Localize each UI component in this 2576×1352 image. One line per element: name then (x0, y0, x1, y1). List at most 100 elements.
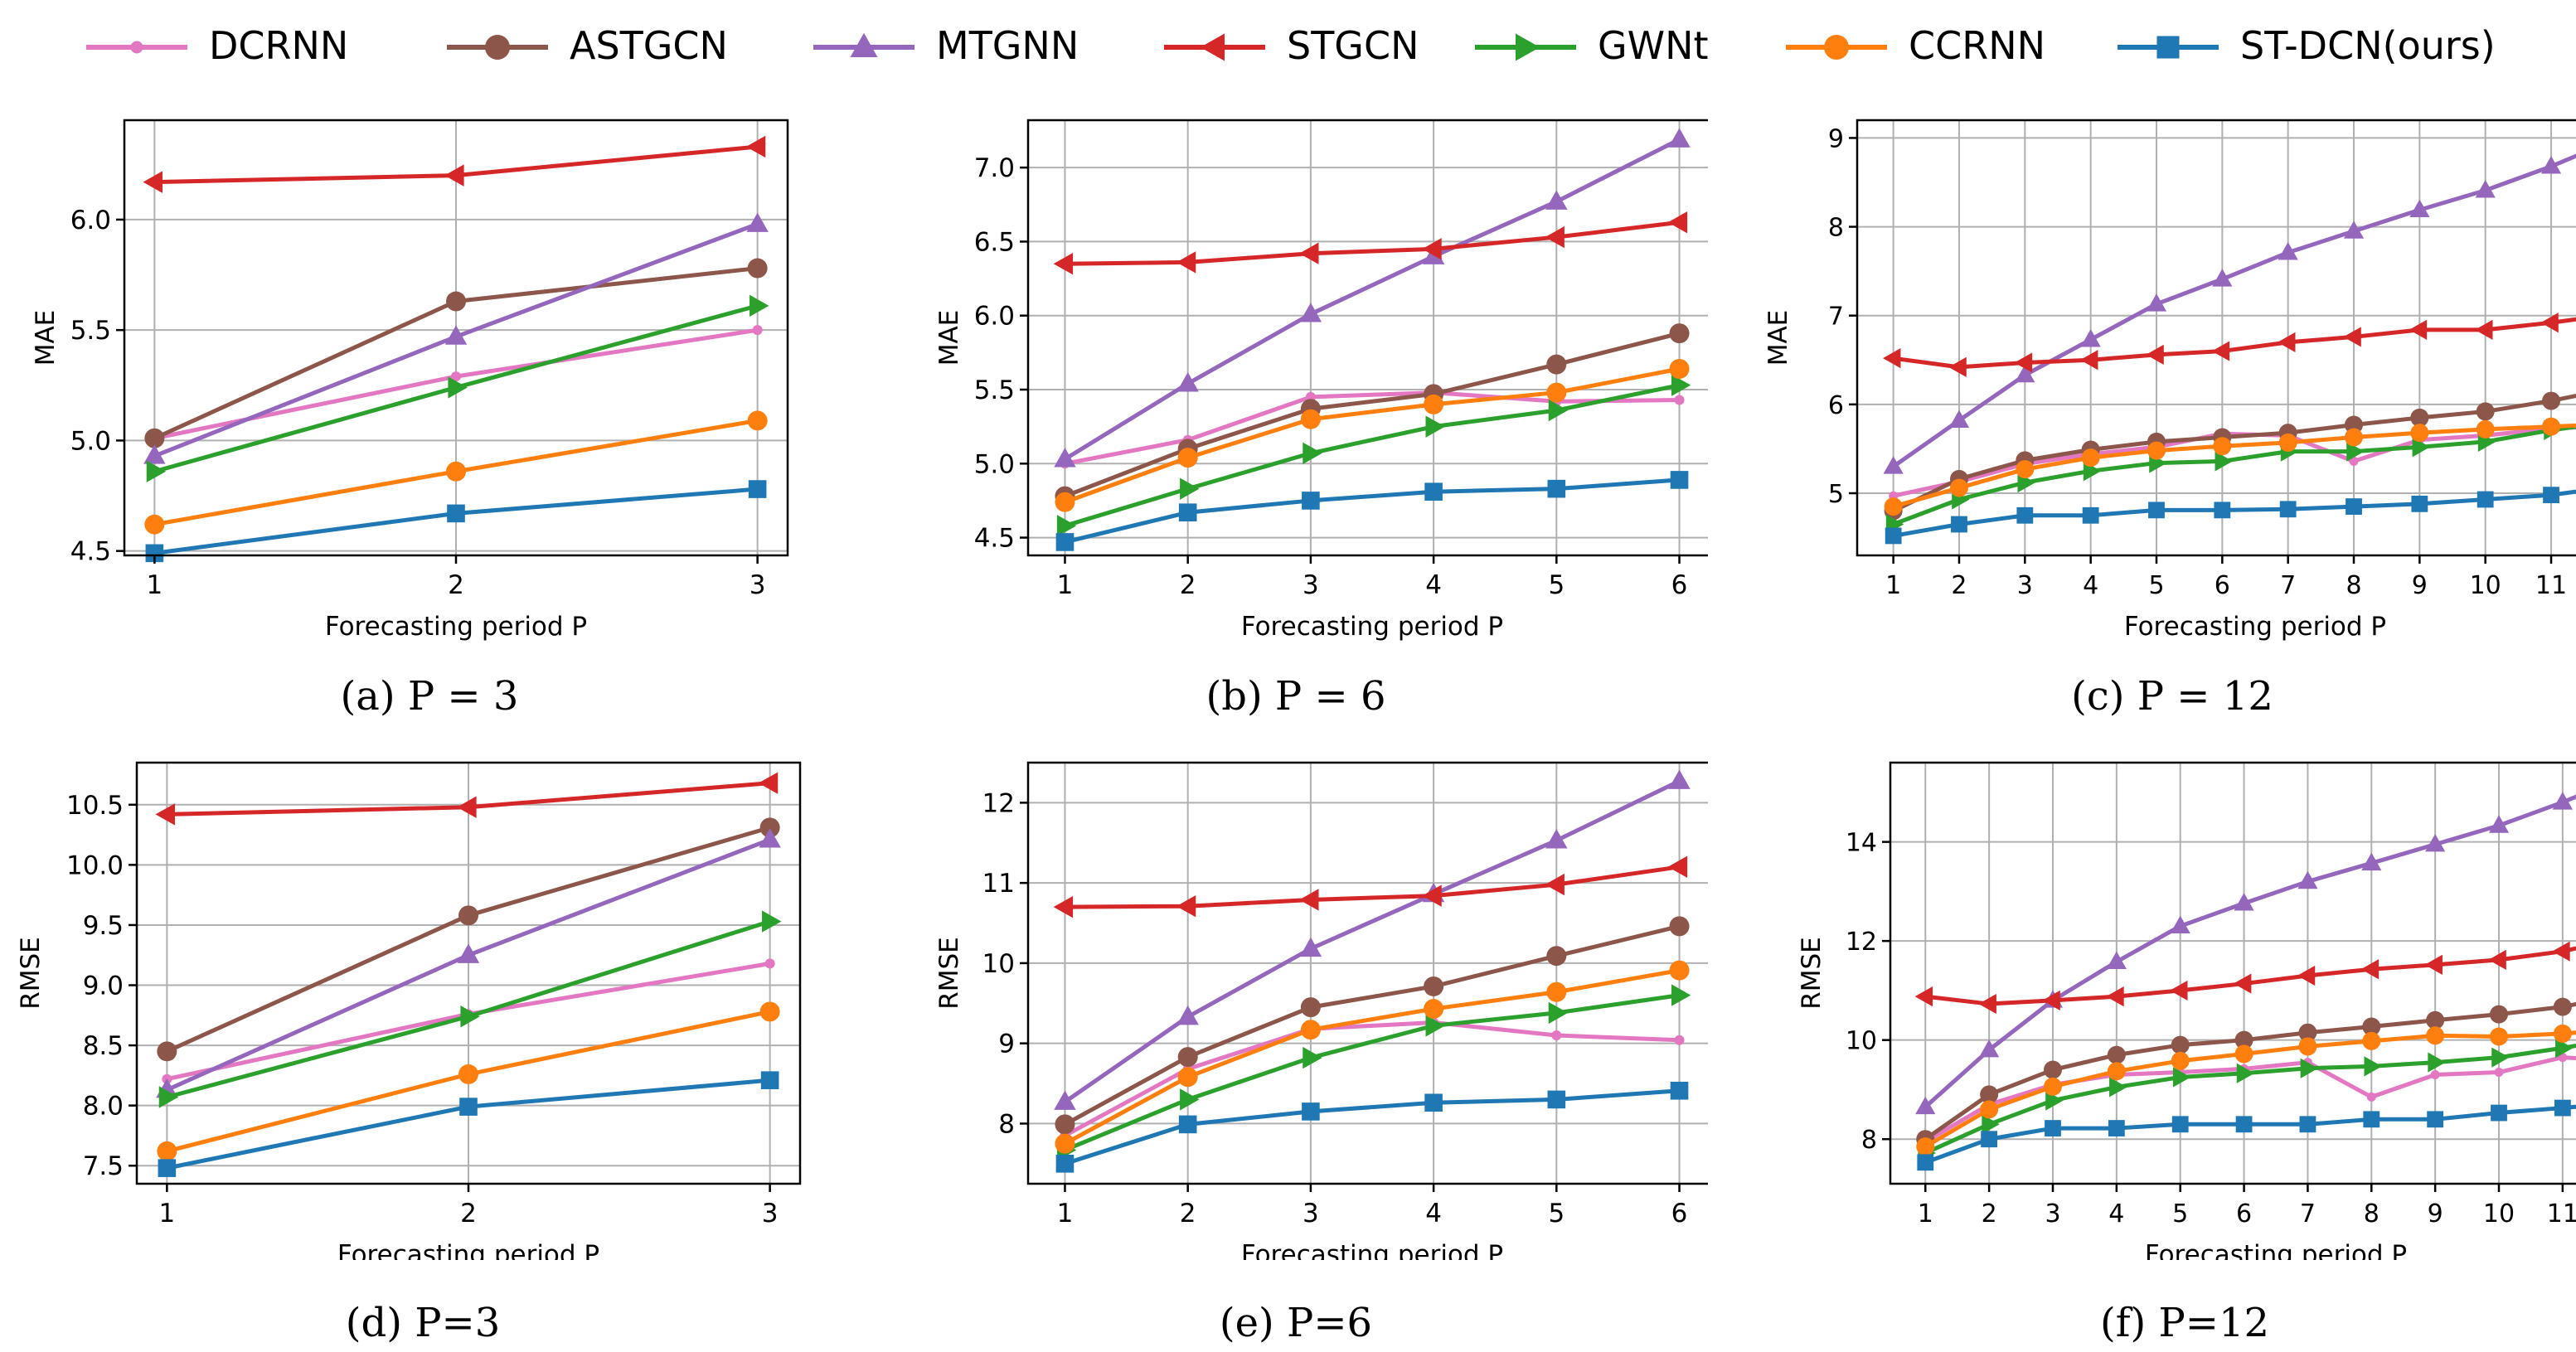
x-tick-label: 10 (2483, 1199, 2515, 1228)
point-astgcn (2362, 1017, 2381, 1036)
series-mtgnn (1915, 792, 2576, 1115)
point-st-dcn-ours (2082, 506, 2099, 524)
series-stgcn (155, 772, 779, 826)
x-tick-label: 2 (1982, 1199, 1997, 1228)
point-stgcn (2540, 313, 2559, 333)
point-gwnt (448, 376, 468, 399)
series-gwnt (1056, 984, 1691, 1161)
point-gwnt (460, 1006, 480, 1028)
legend-marker-mtgnn (850, 32, 878, 57)
line-ccrnn (1064, 366, 1681, 505)
point-stgcn (2106, 986, 2124, 1007)
point-gwnt (2491, 1047, 2510, 1068)
point-st-dcn-ours (459, 1098, 478, 1116)
point-ccrnn (2171, 1051, 2190, 1070)
point-ccrnn (1177, 448, 1198, 468)
line-mtgnn (1924, 794, 2576, 1109)
point-gwnt (762, 910, 782, 933)
point-st-dcn-ours (145, 544, 164, 563)
chart-a-mae-p3: 1 2 3 4.5 5.0 5.5 6.0 Forecasting period P MAE (31, 119, 789, 642)
line-st-dcn-ours (1924, 1104, 2576, 1165)
x-tick-label: 4 (2083, 571, 2098, 600)
legend-marker-st-dcn-ours (2156, 36, 2180, 59)
point-ccrnn (157, 1141, 177, 1161)
x-tick-label: 8 (2364, 1199, 2380, 1228)
point-st-dcn-ours (1424, 482, 1443, 502)
point-stgcn (2424, 954, 2443, 975)
point-st-dcn-ours (2554, 1099, 2571, 1117)
point-dcrnn (2494, 1068, 2504, 1078)
point-stgcn (1299, 242, 1319, 264)
point-mtgnn (1545, 190, 1568, 210)
point-mtgnn (1054, 1090, 1076, 1110)
point-mtgnn (746, 212, 769, 232)
legend-label-stgcn: STGCN (1287, 23, 1419, 68)
point-ccrnn (1546, 981, 1567, 1002)
legend-marker-gwnt (1516, 33, 1540, 61)
line-ccrnn (1064, 968, 1680, 1146)
point-gwnt (1671, 374, 1691, 396)
legend-swatch-stgcn (1164, 33, 1265, 61)
point-ccrnn (1980, 1100, 1999, 1119)
line-astgcn (1064, 923, 1681, 1127)
series-st-dcn-ours (145, 480, 767, 563)
line-gwnt (1892, 424, 2576, 526)
point-stgcn (143, 171, 163, 193)
point-astgcn (1055, 1114, 1075, 1135)
point-ccrnn (1546, 382, 1567, 403)
point-st-dcn-ours (1424, 1093, 1443, 1112)
line-astgcn (1892, 393, 2576, 513)
point-st-dcn-ours (1302, 1102, 1320, 1121)
line-astgcn (1064, 331, 1681, 498)
legend-marker-dcrnn (130, 41, 143, 54)
point-mtgnn (2080, 328, 2101, 347)
point-mtgnn (1545, 829, 1568, 849)
y-axis-label: RMSE (1797, 937, 1826, 1010)
line-st-dcn-ours (1893, 489, 2576, 538)
point-ccrnn (2298, 1037, 2317, 1056)
series-gwnt (1056, 374, 1691, 537)
caption-c: (c) P = 12 (2071, 673, 2273, 720)
x-tick-label: 3 (2017, 571, 2033, 600)
point-stgcn (2042, 990, 2060, 1010)
x-tick-label: 1 (1918, 1199, 1933, 1228)
legend-marker-stgcn (1200, 33, 1225, 61)
point-mtgnn (2234, 893, 2254, 911)
point-astgcn (1980, 1085, 1999, 1104)
series-ccrnn (1055, 960, 1690, 1154)
point-astgcn (2043, 1060, 2062, 1079)
point-ccrnn (2490, 1027, 2509, 1046)
x-tick-label: 2 (1180, 1199, 1196, 1228)
legend-swatch-mtgnn (813, 32, 914, 57)
y-axis-label: RMSE (16, 937, 46, 1010)
y-tick-label: 7.0 (974, 153, 1015, 183)
x-tick-label: 9 (2412, 571, 2428, 600)
series-astgcn (157, 817, 780, 1062)
legend-swatch-dcrnn (86, 41, 187, 54)
point-ccrnn (2426, 1026, 2445, 1045)
point-mtgnn (2015, 364, 2035, 383)
point-stgcn (1176, 251, 1196, 274)
point-st-dcn-ours (2427, 1111, 2444, 1128)
series-astgcn (1055, 323, 1690, 506)
y-tick-label: 5.0 (974, 449, 1015, 479)
series-st-dcn-ours (1055, 471, 1689, 551)
legend-item-astgcn: ASTGCN (435, 12, 728, 83)
series-mtgnn (143, 212, 769, 464)
point-gwnt (1180, 1088, 1200, 1111)
point-stgcn (2211, 341, 2230, 361)
point-st-dcn-ours (2214, 502, 2231, 519)
y-tick-label: 7 (1828, 303, 1844, 332)
point-astgcn (1177, 1047, 1198, 1068)
point-astgcn (157, 1041, 177, 1062)
x-tick-label: 1 (146, 570, 163, 600)
point-gwnt (1548, 399, 1569, 422)
y-tick-label: 12 (982, 788, 1015, 818)
point-ccrnn (1424, 999, 1444, 1020)
point-gwnt (2364, 1056, 2382, 1077)
point-ccrnn (2043, 1077, 2062, 1096)
point-gwnt (2172, 1067, 2191, 1088)
y-tick-label: 5.5 (70, 316, 111, 346)
point-astgcn (2298, 1023, 2317, 1042)
point-ccrnn (1884, 497, 1903, 516)
